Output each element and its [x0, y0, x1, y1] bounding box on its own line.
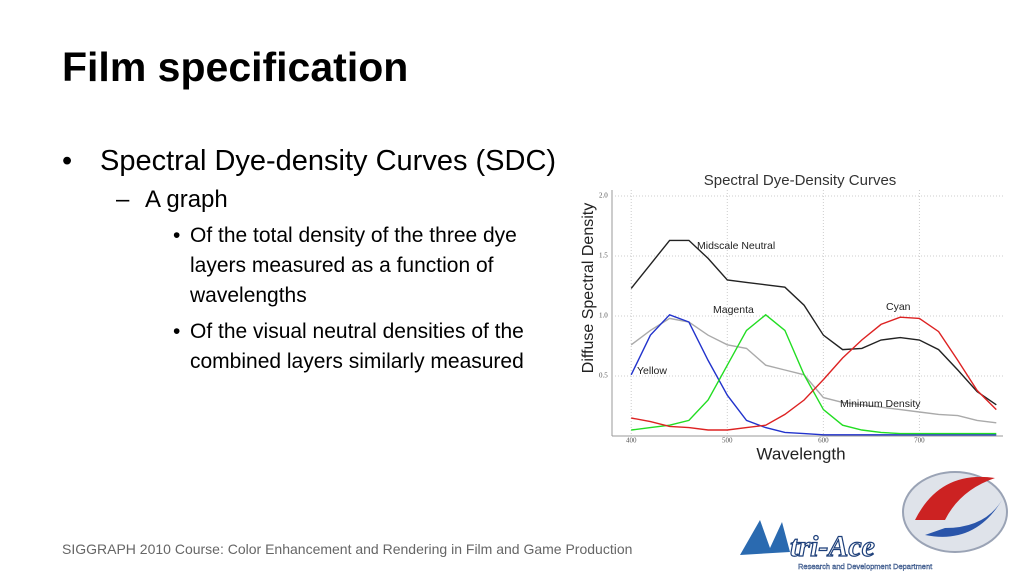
- x-tick-label: 600: [818, 437, 829, 445]
- bullet: Spectral Dye-density Curves (SDC) A grap…: [62, 144, 562, 377]
- x-tick-label: 700: [914, 437, 925, 445]
- plot-area: 2.0 1.5 1.0 0.5 400 500 600 700 Midscale Neutral…: [599, 190, 1003, 445]
- x-axis-label: Wavelength: [756, 444, 845, 463]
- logo-tagline: Research and Development Department: [798, 562, 933, 571]
- x-tick-label: 400: [626, 437, 637, 445]
- y-tick-label: 1.5: [599, 252, 608, 260]
- y-axis-label: Diffuse Spectral Density: [580, 203, 597, 373]
- y-tick-label: 2.0: [599, 192, 608, 200]
- bullet-text: Spectral Dye-density Curves (SDC): [100, 145, 557, 177]
- logo-emblem: [902, 471, 1008, 553]
- y-tick-label: 1.0: [599, 312, 608, 320]
- y-tick-label: 0.5: [599, 372, 608, 380]
- slide-title: Film specification: [62, 44, 409, 90]
- bullet: Of the total density of the three dye la…: [145, 221, 525, 311]
- bullet-list: Spectral Dye-density Curves (SDC) A grap…: [62, 144, 562, 383]
- bullet: Of the visual neutral densities of the c…: [145, 317, 525, 377]
- series-label: Yellow: [637, 365, 667, 377]
- bullet-list: A graph Of the total density of the thre…: [100, 185, 562, 377]
- series-line: [630, 317, 997, 424]
- series-line: [631, 313, 997, 435]
- series-line: [630, 239, 997, 406]
- series-label: Magenta: [713, 304, 754, 316]
- footer: SIGGRAPH 2010 Course: Color Enhancement …: [62, 541, 633, 557]
- series-label: Minimum Density: [840, 398, 921, 410]
- logo-mark: [740, 520, 790, 555]
- bullet-text: Of the total density of the three dye la…: [190, 224, 517, 307]
- bullet: A graph Of the total density of the thre…: [100, 185, 562, 377]
- logo-swirl: [925, 500, 1002, 537]
- logo: tri-Ace Research and Development Departm…: [740, 471, 1008, 571]
- logo-name: tri-Ace: [790, 530, 875, 563]
- logo-swirl: [915, 476, 995, 520]
- chart-title: Spectral Dye-Density Curves: [704, 172, 897, 189]
- bullet-text: A graph: [145, 186, 228, 213]
- series-line: [630, 313, 997, 436]
- series-line: [631, 316, 997, 431]
- bullet-list: Of the total density of the three dye la…: [145, 221, 525, 377]
- bullet-text: Of the visual neutral densities of the c…: [190, 320, 524, 373]
- series-label: Cyan: [886, 301, 911, 313]
- x-tick-label: 500: [722, 437, 733, 445]
- series-label: Midscale Neutral: [697, 240, 775, 252]
